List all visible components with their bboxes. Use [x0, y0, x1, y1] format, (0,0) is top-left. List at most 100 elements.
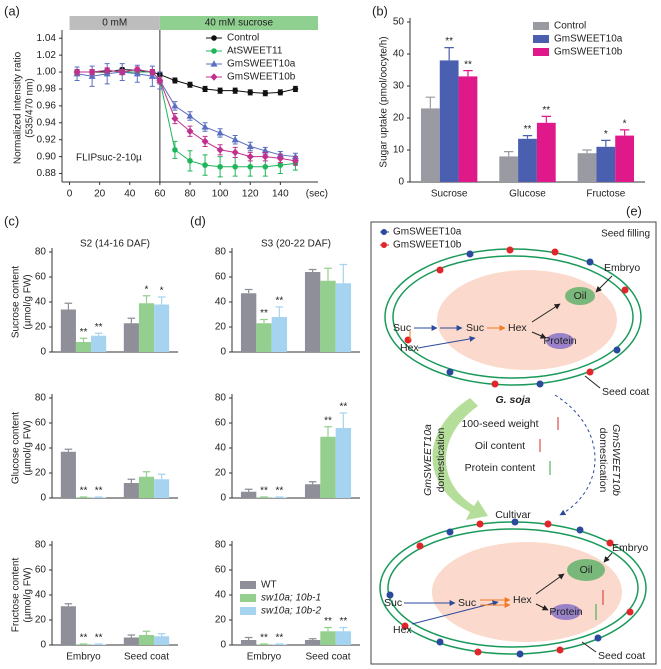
bar [240, 293, 257, 352]
y-tick-label: 60 [215, 272, 227, 283]
bar [335, 283, 352, 352]
series-line [76, 71, 296, 158]
marker [73, 68, 81, 76]
error-bar [244, 488, 253, 492]
error-bar [324, 426, 332, 437]
significance: ** [324, 616, 332, 627]
marker [172, 147, 178, 153]
x-tick-label: Embryo [66, 652, 101, 663]
cultivar-label: Cultivar [495, 509, 531, 521]
x-tick-label: 120 [242, 189, 259, 200]
error-bar [275, 306, 284, 317]
x-tick-label: Fructose [586, 189, 625, 200]
chart-title: S3 (20-22 DAF) [261, 239, 331, 250]
significance: ** [95, 633, 103, 644]
transporters [386, 518, 634, 658]
x-tick-label: Glucose [509, 189, 546, 200]
y-tick-label: 40 [35, 297, 47, 308]
bar [60, 451, 76, 498]
marker [187, 158, 193, 164]
error-bar [127, 634, 136, 638]
error-bar [64, 603, 73, 607]
y-tick-label: 0.88 [37, 168, 57, 179]
marker [186, 112, 194, 119]
x-tick-label: 40 [124, 189, 136, 200]
bar [91, 644, 107, 645]
y-tick-label: 0 [220, 347, 226, 358]
band [159, 16, 318, 30]
legend-swatch [240, 594, 256, 602]
bar [271, 317, 288, 352]
x-tick-label: 20 [94, 189, 106, 200]
marker [246, 142, 254, 150]
arrow [411, 600, 499, 625]
chart-title: S2 (14-16 DAF) [80, 239, 150, 250]
significance: ** [260, 308, 268, 319]
x-tick-label: Sucrose [431, 189, 468, 200]
y-tick-label: 0 [40, 493, 46, 504]
bar [60, 309, 76, 352]
legend-swatch [240, 607, 256, 615]
error-bar [142, 630, 151, 635]
bar [335, 428, 352, 498]
y-tick-label: 80 [35, 393, 47, 404]
domestication-label: domestication [435, 427, 447, 492]
error-bar [157, 296, 166, 305]
protein-body [546, 333, 574, 349]
trait: Protein content [465, 462, 536, 474]
y-tick-label: 1.02 [37, 50, 57, 61]
marker [217, 87, 223, 94]
significance: ** [275, 486, 283, 497]
annotation: FLIPsuc-2-10µ [76, 153, 142, 164]
trait: 100-seed weight [461, 418, 538, 430]
marker [172, 77, 178, 84]
bar [154, 479, 170, 498]
marker [216, 146, 224, 154]
bar [439, 60, 459, 182]
oil-body [567, 559, 605, 581]
error-bar [444, 47, 454, 61]
bar [499, 156, 519, 182]
y-tick-label: 0.92 [37, 134, 57, 145]
marker [291, 152, 299, 160]
y-tick-label: 0.96 [37, 101, 57, 112]
y-tick-label: 0.90 [37, 151, 57, 162]
legend-marker [210, 60, 218, 67]
suc-label: Suc [393, 322, 411, 334]
marker [103, 66, 111, 75]
y-tick-label: 0 [40, 640, 46, 651]
bar [304, 272, 321, 352]
error-bar [504, 151, 514, 157]
marker [217, 163, 223, 170]
protein-label: Protein [543, 335, 576, 347]
error-bar [463, 70, 473, 77]
error-bar [127, 478, 136, 483]
y-axis-label: Glucose content [11, 412, 22, 484]
embryo [432, 542, 622, 642]
marker [277, 162, 284, 168]
error-bar [244, 636, 253, 640]
error-bar [601, 139, 611, 147]
bar [320, 280, 336, 352]
bar [91, 335, 107, 352]
bar [320, 436, 336, 498]
marker [232, 163, 238, 170]
legend-label: GmSWEET10b [393, 240, 462, 251]
error-bar [308, 268, 317, 272]
arrow [603, 552, 613, 563]
trait: Oil content [475, 440, 525, 452]
marker [88, 68, 96, 76]
error-bar [260, 318, 268, 324]
marker [262, 163, 269, 170]
error-bar [244, 288, 253, 294]
bar [138, 635, 155, 645]
band-label: 0 mM [102, 18, 127, 29]
y-tick-label: 80 [215, 540, 227, 551]
legend-label: Control [554, 21, 586, 32]
bar [75, 644, 92, 645]
wild-label: G. soja [495, 394, 530, 406]
legend-swatch [533, 22, 549, 30]
bar [320, 631, 336, 645]
marker [292, 86, 299, 92]
y-tick-label: 30 [393, 81, 405, 92]
